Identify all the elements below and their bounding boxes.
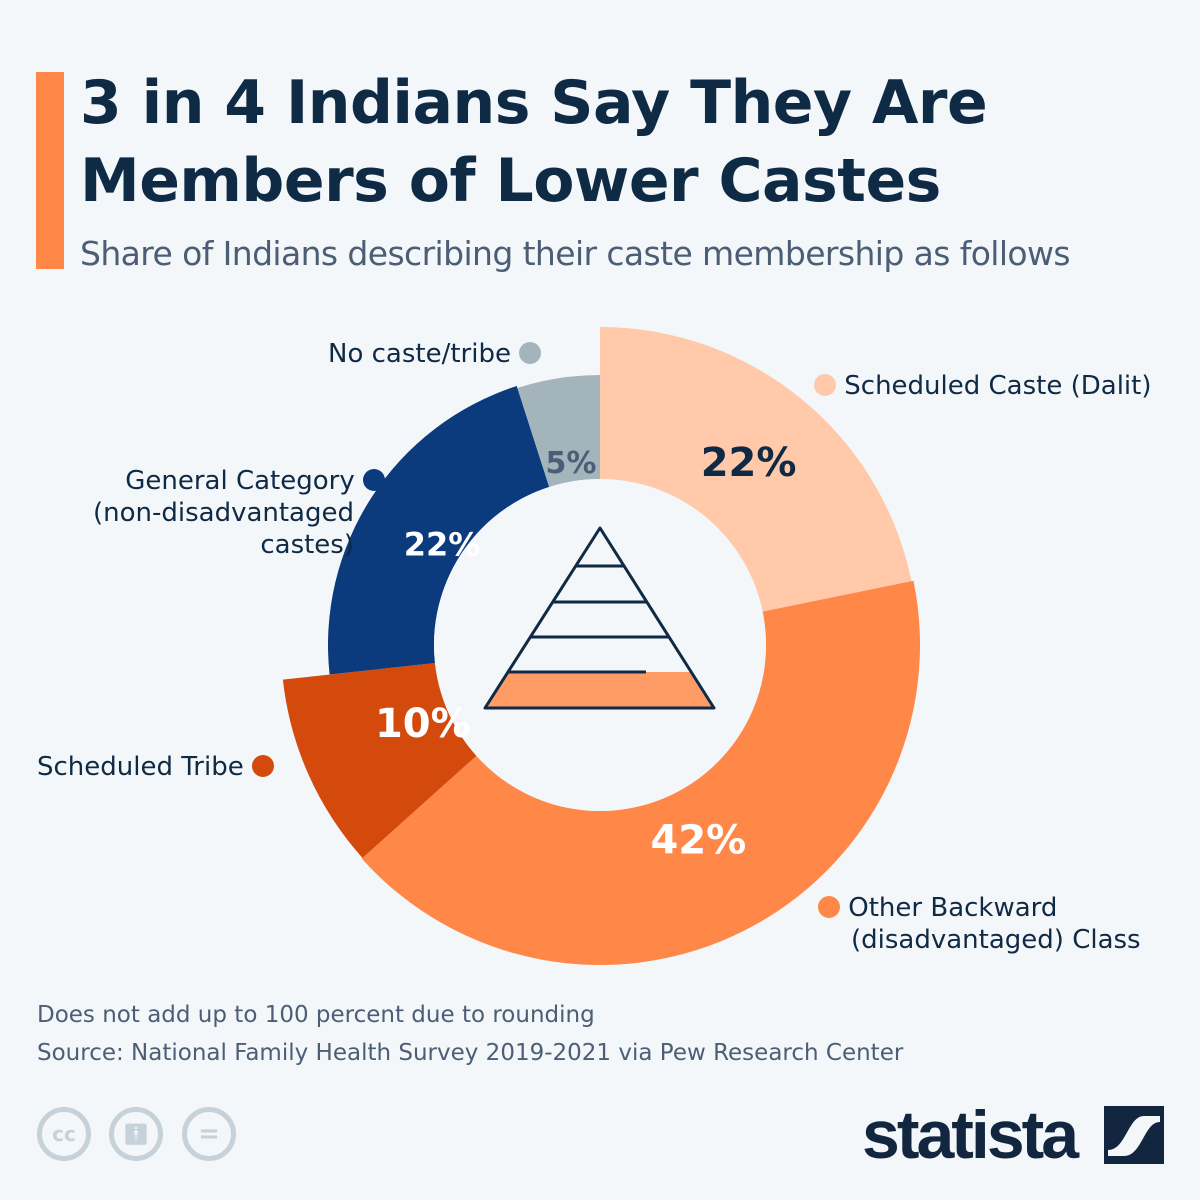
accent-bar <box>36 72 64 269</box>
slice-label-1: 42% <box>651 817 747 863</box>
slice-0 <box>600 327 912 612</box>
legend-dot <box>519 342 542 364</box>
legend-general-category: General Category (non-disadvantaged caste… <box>93 465 385 561</box>
source: Source: National Family Health Survey 20… <box>37 1040 904 1066</box>
cc-icon[interactable]: cc <box>37 1107 91 1161</box>
statista-logo[interactable]: statista <box>862 1097 1079 1173</box>
page-title: 3 in 4 Indians Say They Are Members of Lo… <box>80 68 988 216</box>
slice-2 <box>282 663 477 858</box>
legend-no-caste: No caste/tribe <box>328 338 542 370</box>
attribution-icon[interactable]: 🚹︎ <box>109 1107 163 1161</box>
legend-scheduled-caste: Scheduled Caste (Dalit) <box>814 370 1151 402</box>
legend-scheduled-tribe: Scheduled Tribe <box>37 751 274 783</box>
subtitle: Share of Indians describing their caste … <box>80 234 1071 273</box>
slice-label-4: 5% <box>545 446 596 481</box>
slice-4 <box>517 375 600 487</box>
slice-1 <box>361 580 921 966</box>
slice-3 <box>328 386 550 675</box>
legend-dot <box>814 374 836 396</box>
slice-label-0: 22% <box>701 440 797 486</box>
legend-dot <box>251 755 274 777</box>
pyramid-icon <box>483 526 716 710</box>
slice-label-2: 10% <box>375 701 471 747</box>
donut-hole <box>434 479 766 811</box>
legend-dot <box>818 896 840 918</box>
legend-dot <box>363 469 385 491</box>
no-derivatives-icon[interactable]: = <box>182 1107 236 1161</box>
statista-logo-mark <box>1104 1106 1164 1164</box>
legend-other-backward: Other Backward (disadvantaged) Class <box>818 892 1141 956</box>
footnote: Does not add up to 100 percent due to ro… <box>37 1002 595 1028</box>
slice-label-3: 22% <box>404 526 481 564</box>
